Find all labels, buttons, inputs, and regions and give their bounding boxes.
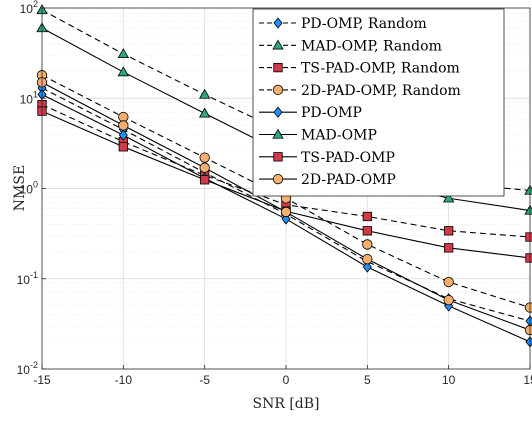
legend-item: 2D-PAD-OMP, Random [259,83,461,99]
data-point [444,226,454,236]
y-axis-label: NMSE [12,165,28,211]
data-point [362,261,372,273]
legend-marker [272,173,284,185]
data-point [117,48,130,59]
x-tick-label: 5 [364,373,371,387]
data-point [280,206,292,218]
data-point [118,120,129,131]
x-tick-label: 0 [283,373,290,387]
y-tick-label: 102 [20,0,38,16]
legend-item: PD-OMP, Random [259,16,427,32]
y-tick-label: 10-1 [17,270,38,287]
x-tick-label: -5 [199,373,210,387]
legend-label: PD-OMP [301,105,362,121]
data-point [118,142,128,152]
data-point [362,253,373,265]
legend-label: MAD-OMP, Random [301,38,442,54]
data-point [524,302,532,313]
legend-label: 2D-PAD-OMP, Random [301,83,461,99]
legend-box [252,8,505,197]
data-point [442,192,455,203]
data-point [443,276,454,288]
legend-marker [272,128,284,139]
data-point [444,243,454,253]
legend-label: PD-OMP, Random [301,16,427,32]
legend-label: 2D-PAD-OMP [301,172,396,188]
legend-item: TS-PAD-OMP, Random [259,61,460,77]
legend-marker [273,152,283,162]
legend-item: 2D-PAD-OMP [259,172,396,188]
data-point [118,129,128,141]
data-point [362,226,372,236]
legend-item: TS-PAD-OMP [259,150,395,166]
y-tick-label: 101 [20,89,38,106]
legend-marker [273,62,283,73]
legend-label: MAD-OMP [301,128,377,144]
x-tick-label: 10 [442,373,456,387]
x-tick-label: -10 [115,373,133,387]
legend-label: TS-PAD-OMP, Random [301,61,460,77]
legend-marker [273,17,283,29]
data-point [524,324,532,336]
legend-item: MAD-OMP [259,128,377,144]
axis-ticks: -15 -10 -5 0 5 10 15 10-2 10-1 100 101 102 [17,0,532,387]
data-point [362,239,373,250]
data-point [198,88,211,99]
legend-item: MAD-OMP, Random [259,38,442,54]
data-point [199,162,210,173]
data-point [199,152,210,163]
data-point [443,294,454,306]
legend-label: TS-PAD-OMP [301,150,395,166]
legend-marker [272,84,284,96]
x-axis-label: SNR [dB] [252,396,319,412]
data-point [525,253,532,263]
legend: PD-OMP, Random MAD-OMP, Random TS-PAD-OMP,… [252,8,505,197]
data-point [117,66,130,77]
x-tick-label: 15 [523,373,532,387]
y-tick-label: 10-2 [17,360,38,377]
data-point [525,232,532,242]
legend-marker [273,106,283,118]
series-2d-pad-omp-random [36,70,532,313]
legend-item: PD-OMP [259,105,362,121]
x-tick-label: -15 [33,373,51,387]
data-point [362,211,372,222]
data-point [198,107,211,118]
y-tick-label: 100 [20,180,38,197]
legend-marker [272,39,284,50]
data-point [200,175,210,185]
